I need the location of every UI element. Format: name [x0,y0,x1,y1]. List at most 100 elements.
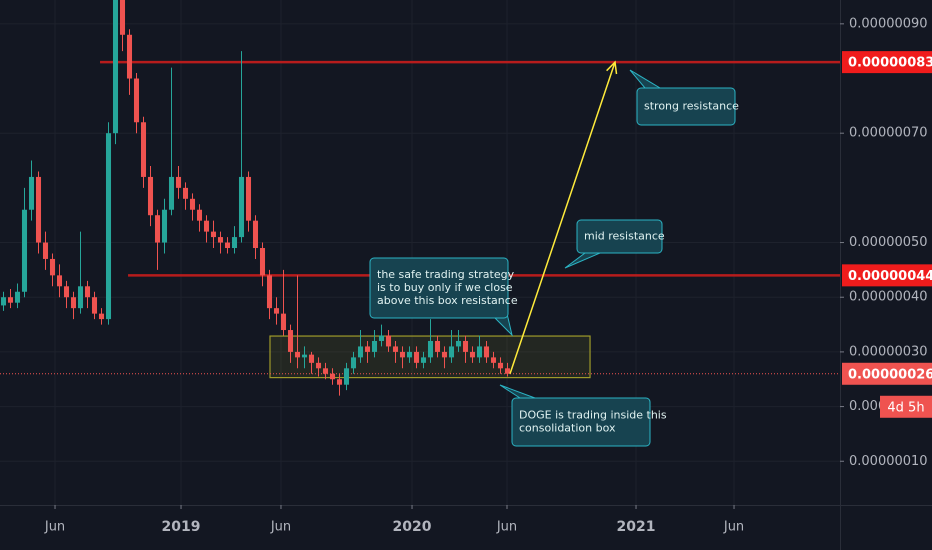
candle-body [308,354,315,363]
x-tick-label: Jun [496,520,517,535]
candle-body [434,340,441,352]
callout-box [369,257,509,319]
countdown-badge [880,395,932,418]
candle-body [378,335,385,341]
candle-body [329,373,336,380]
callout: DOGE is trading inside thisconsolidation… [499,384,667,447]
candle-body [154,215,161,243]
y-tick-label: 0.00000090 [849,16,928,31]
candle-body [462,340,469,352]
candle-body [399,351,406,358]
candle-body [448,346,455,358]
callout-text: consolidation box [519,422,616,435]
candle-body [476,346,483,358]
candle-body [469,351,476,358]
candle-body [231,237,238,249]
x-tick-label: 2020 [393,519,432,535]
candle-body [168,176,175,210]
candle-body [385,335,392,347]
callout-text: mid resistance [584,230,665,243]
price-badge [842,51,932,74]
candle-body [217,237,224,243]
candle-body [140,122,147,177]
candle-body [224,242,231,249]
candle-body [266,275,273,309]
callout-box [636,87,736,126]
price-badge-label: 0.00000083 [848,56,932,71]
candle-body [336,379,343,385]
candle-body [287,330,294,352]
candle-body [56,275,63,287]
candle-body [315,362,322,369]
y-tick-label: 0.00000010 [849,454,928,469]
candle-body [406,351,413,358]
candle-body [245,176,252,221]
candle-body [259,248,266,276]
price-badge-label: 0.00000026 [848,367,932,382]
arrow-head [606,60,618,75]
candle-body [42,242,49,259]
candle-body [147,176,154,216]
candle-body [364,346,371,352]
candle-body [343,368,350,385]
candle-body [70,297,77,309]
candle-body [497,362,504,369]
candle-body [112,0,119,134]
callout-box [576,219,663,254]
candle-body [280,313,287,331]
x-tick-label: Jun [723,520,744,535]
arrow-line [509,61,616,375]
candle-body [371,340,378,352]
candle-body [238,176,245,238]
candle-body [350,357,357,369]
callout: mid resistance [564,219,665,269]
candle-body [133,78,140,123]
candle-body [427,340,434,358]
candle-body [0,297,7,306]
candle-body [455,340,462,347]
candle-body [301,354,308,358]
candle-body [175,176,182,188]
candle-body [84,286,91,298]
candle-body [392,346,399,352]
candle-body [21,209,28,292]
y-tick-label: 0.00000070 [849,126,928,141]
candle-body [126,34,133,79]
y-tick-label: 0.00000050 [849,235,928,250]
candle-body [441,351,448,358]
callout-box [511,397,651,447]
x-tick-label: 2019 [162,519,201,535]
callout-text: is to buy only if we close [377,281,513,294]
candle-body [294,351,301,358]
candle-body [91,297,98,314]
candle-body [483,346,490,358]
candle-body [357,346,364,358]
callout-text: the safe trading strategy [377,268,515,281]
candle-body [49,258,56,276]
candle-body [63,286,70,298]
callout-text: strong resistance [644,100,739,113]
y-tick-label: 0.00000030 [849,344,928,359]
candle-body [504,368,511,374]
candle-body [273,308,280,314]
candle-body [119,0,126,35]
y-tick-label: 0.00000040 [849,290,928,305]
candle-body [210,231,217,238]
candle-body [98,313,105,320]
candle-body [7,297,14,303]
candle-body [420,357,427,363]
callout-text: DOGE is trading inside this [519,409,667,422]
price-badge [842,362,932,385]
candle-body [77,286,84,309]
candle-body [413,351,420,363]
candle-body [252,220,259,249]
candle-body [35,176,42,243]
candle-body [196,209,203,221]
candle-body [14,291,21,303]
x-tick-label: Jun [270,520,291,535]
candle-body [28,176,35,210]
x-tick-label: Jun [44,520,65,535]
callout-text: above this box resistance [377,294,518,307]
x-tick-label: 2021 [617,519,656,535]
